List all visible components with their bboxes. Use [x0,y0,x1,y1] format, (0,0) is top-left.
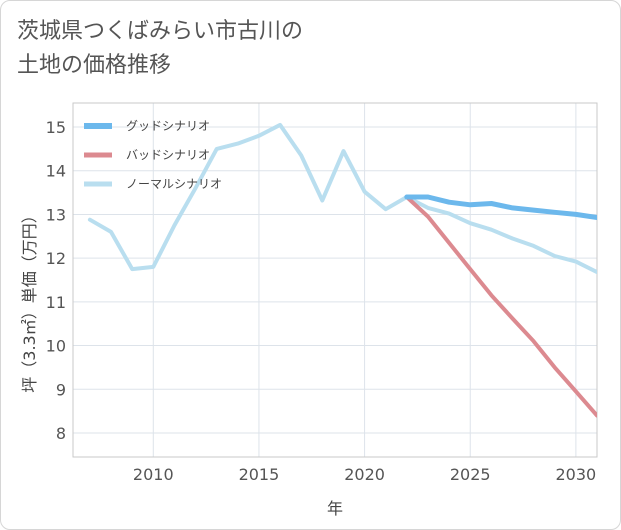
y-tick-labels: 8 9 10 11 12 13 14 15 [46,118,66,443]
series-line-2 [87,122,597,275]
y-tick-label: 11 [46,293,66,312]
x-tick-label: 2025 [450,465,491,484]
y-tick-label: 10 [46,337,66,356]
series-line-1 [404,195,597,418]
series-line-0 [404,194,597,220]
x-tick-label: 2030 [556,465,597,484]
y-tick-label: 14 [46,162,66,181]
plot-area-frame [72,102,598,458]
legend-label: グッドシナリオ [126,119,210,133]
y-tick-label: 9 [56,380,66,399]
series-lines [87,122,597,418]
y-tick-label: 15 [46,118,66,137]
y-tick-label: 13 [46,205,66,224]
legend-label: バッドシナリオ [126,148,210,162]
legend-label: ノーマルシナリオ [126,177,222,191]
x-tick-label: 2020 [344,465,385,484]
chart-title: 茨城県つくばみらい市古川の 土地の価格推移 [17,19,304,78]
x-tick-labels: 2010 2015 2020 2025 2030 [133,465,596,484]
y-tick-label: 12 [46,249,66,268]
x-tick-label: 2015 [239,465,280,484]
y-tick-label: 8 [56,424,66,443]
x-tick-label: 2010 [133,465,174,484]
x-axis-title: 年 [327,499,343,518]
y-axis-title: 坪（3.3㎡）単価（万円） [20,207,39,392]
